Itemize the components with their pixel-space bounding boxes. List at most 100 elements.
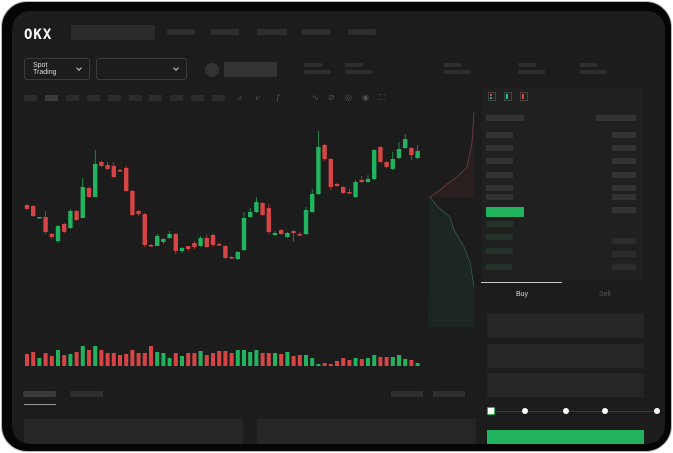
book-bids-icon[interactable] <box>504 92 512 101</box>
volume-bar <box>74 352 79 366</box>
candlestick-chart[interactable] <box>12 11 665 444</box>
interval-button[interactable] <box>191 95 204 101</box>
slider-step[interactable] <box>563 408 569 414</box>
volume-bar <box>142 353 147 366</box>
nav-item[interactable] <box>167 29 195 35</box>
candle <box>229 256 234 259</box>
interval-button[interactable] <box>129 95 142 101</box>
candle-body <box>291 231 296 233</box>
volume-bar <box>111 353 116 366</box>
candle-body <box>99 162 104 166</box>
volume-bar <box>366 358 370 366</box>
price-input[interactable] <box>487 314 644 338</box>
candle <box>334 183 340 187</box>
interval-button[interactable] <box>170 95 183 101</box>
ask-price <box>486 172 513 178</box>
slider-step[interactable] <box>522 408 528 414</box>
candle-body <box>55 226 61 241</box>
candle-body <box>353 182 358 197</box>
volume-bar <box>273 353 277 366</box>
candle <box>328 158 333 190</box>
candle-body <box>297 234 302 236</box>
tab-sell[interactable]: Sell <box>599 291 611 298</box>
tab-history[interactable] <box>70 391 103 397</box>
volume-bar <box>235 350 240 366</box>
candle-body <box>24 205 30 209</box>
camera-icon[interactable]: ◎ <box>345 93 352 102</box>
volume-bar <box>409 360 414 366</box>
volume-bar <box>161 353 166 366</box>
slider-step[interactable] <box>654 408 660 414</box>
candle-body <box>341 187 346 193</box>
total-input[interactable] <box>487 373 644 397</box>
nav-item[interactable] <box>211 29 239 35</box>
coin-icon <box>205 63 219 77</box>
search-bar[interactable] <box>71 25 155 40</box>
candle <box>223 245 228 259</box>
fx-icon[interactable]: ƒ <box>276 93 281 102</box>
candle <box>117 169 123 172</box>
volume-bar <box>198 351 203 366</box>
interval-button[interactable] <box>108 95 121 101</box>
candle-body <box>186 246 191 249</box>
candle <box>279 229 284 235</box>
candle <box>43 211 48 234</box>
candle-body <box>409 148 414 155</box>
ask-price <box>486 194 513 200</box>
candle <box>111 162 116 178</box>
candle-body <box>303 210 309 234</box>
nav-item[interactable] <box>348 29 376 35</box>
settings-icon[interactable]: ◉ <box>362 93 369 102</box>
slider-handle[interactable] <box>487 407 495 415</box>
depth-bids-area <box>428 197 474 327</box>
volume-bar <box>130 350 135 366</box>
book-both-icon[interactable] <box>488 92 496 101</box>
tab-buy[interactable]: Buy <box>516 291 529 298</box>
volume-bar <box>291 356 296 366</box>
leverage-slider[interactable] <box>490 411 658 412</box>
volume-bar <box>217 351 222 366</box>
candle-body <box>334 184 340 186</box>
candle <box>241 212 247 251</box>
filter-button[interactable] <box>391 391 423 397</box>
slider-step[interactable] <box>602 408 608 414</box>
interval-button[interactable] <box>66 95 79 101</box>
candle-body <box>142 214 147 245</box>
ruler-icon[interactable]: ⊘ <box>328 93 335 102</box>
ask-amount <box>612 158 636 164</box>
candle <box>254 197 259 213</box>
candle-body <box>279 230 284 234</box>
volume-bar <box>87 350 91 366</box>
candle-body <box>105 165 110 169</box>
chart-type-icon[interactable]: ⩗ <box>256 93 261 102</box>
volume-bar <box>266 353 271 366</box>
candle <box>198 236 203 247</box>
volume-bar <box>118 355 122 366</box>
spot-trading-select[interactable]: Spot Trading <box>24 58 90 80</box>
candle <box>55 225 61 243</box>
candle-body <box>130 191 135 215</box>
okx-logo[interactable]: OKX <box>24 27 53 43</box>
tab-open-orders[interactable] <box>23 391 56 397</box>
volume-bar <box>359 359 364 366</box>
nav-item[interactable] <box>302 29 330 35</box>
ask-price <box>486 185 513 191</box>
line-tool-icon[interactable]: ∿ <box>312 93 319 102</box>
fullscreen-icon[interactable]: ⛶ <box>379 93 385 102</box>
indicator-icon[interactable]: ⩘ <box>237 93 242 102</box>
candle-body <box>93 164 98 197</box>
candle <box>161 238 166 244</box>
filter-button[interactable] <box>433 391 465 397</box>
amount-input[interactable] <box>487 344 644 368</box>
interval-button[interactable] <box>24 95 37 101</box>
buy-button[interactable] <box>487 430 644 444</box>
interval-button[interactable] <box>212 95 225 101</box>
candle <box>68 209 73 229</box>
pair-select[interactable] <box>96 58 187 80</box>
interval-button[interactable] <box>87 95 100 101</box>
book-asks-icon[interactable] <box>520 92 528 101</box>
candle <box>204 235 209 248</box>
interval-button[interactable] <box>149 95 162 101</box>
nav-item[interactable] <box>257 29 287 35</box>
interval-button[interactable] <box>45 95 58 101</box>
